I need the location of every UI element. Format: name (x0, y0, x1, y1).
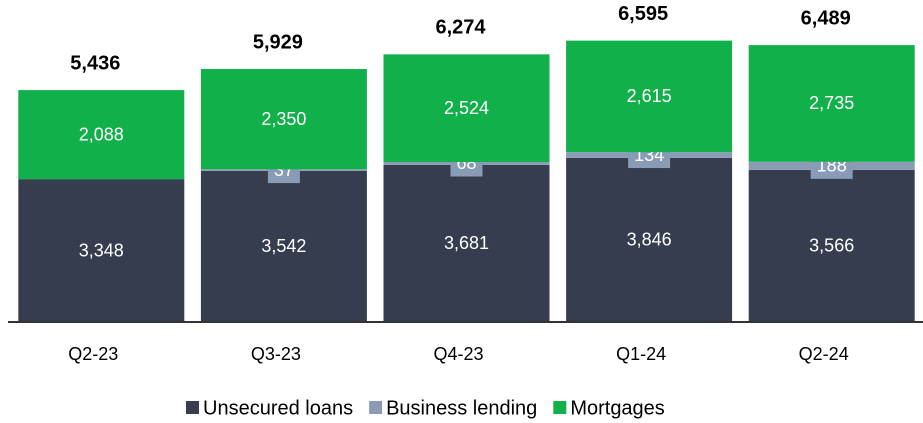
legend-label: Mortgages (570, 397, 665, 419)
legend-swatch (553, 401, 567, 414)
bar-segment (200, 170, 367, 322)
bar-segment (748, 45, 915, 162)
bar-segment (566, 40, 733, 153)
legend-swatch (369, 401, 383, 414)
bar-segment (18, 90, 185, 180)
value-label: 2,350 (261, 109, 306, 129)
value-label: 3,681 (444, 233, 489, 253)
bar-segment (566, 157, 733, 322)
x-tick-label: Q1-24 (616, 344, 666, 364)
legend-swatch (186, 401, 199, 414)
value-label: 3,566 (809, 236, 854, 256)
total-label: 6,274 (435, 17, 486, 39)
total-label: 5,436 (70, 52, 120, 74)
value-label: 2,088 (79, 124, 124, 144)
x-tick-label: Q2-23 (68, 344, 118, 364)
value-label: 3,542 (261, 236, 306, 256)
total-label: 5,929 (253, 31, 303, 53)
value-label: 2,735 (809, 93, 854, 113)
value-label: 3,348 (79, 240, 124, 260)
bar-segment (383, 164, 550, 322)
x-tick-label: Q4-23 (433, 344, 483, 364)
value-label: 2,524 (444, 98, 489, 118)
legend-label: Business lending (386, 397, 537, 419)
value-label: 3,846 (627, 230, 672, 250)
bar-segment (200, 69, 367, 170)
x-tick-label: Q2-24 (799, 344, 849, 364)
bar-segment (383, 54, 550, 163)
total-label: 6,595 (618, 3, 668, 25)
bar-segment (18, 179, 185, 322)
total-label: 6,489 (801, 7, 851, 29)
value-label: 2,615 (627, 86, 672, 106)
x-tick-label: Q3-23 (251, 344, 301, 364)
legend-label: Unsecured loans (203, 397, 353, 419)
bar-segment (748, 169, 915, 322)
